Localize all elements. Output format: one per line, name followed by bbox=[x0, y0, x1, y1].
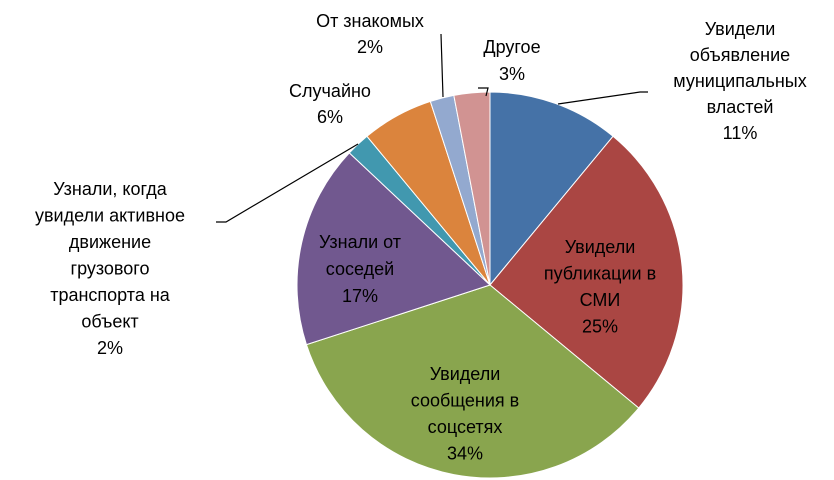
slice-label: Увидели объявление муниципальных властей 11% bbox=[673, 19, 806, 143]
category-label: грузового bbox=[71, 258, 150, 278]
slice-label: Узнали, когда увидели активное движение гру… bbox=[35, 179, 185, 358]
category-label: сообщения в bbox=[411, 390, 519, 410]
category-label: объявление bbox=[690, 45, 790, 65]
category-label: соцсетях bbox=[428, 417, 503, 437]
value-label: 11% bbox=[723, 123, 758, 143]
category-label: соседей bbox=[326, 259, 394, 279]
category-label: муниципальных bbox=[673, 71, 806, 91]
category-label: Узнали от bbox=[319, 232, 401, 252]
value-label: 2% bbox=[357, 37, 383, 57]
leader-line bbox=[478, 87, 489, 97]
category-label: увидели активное bbox=[35, 205, 185, 225]
category-label: СМИ bbox=[580, 290, 621, 310]
category-label: Увидели bbox=[565, 237, 636, 257]
value-label: 25% bbox=[582, 316, 618, 336]
pie-slice bbox=[453, 91, 491, 286]
leader-line bbox=[557, 91, 648, 105]
category-label: Увидели bbox=[430, 364, 501, 384]
value-label: 17% bbox=[342, 286, 378, 306]
slice-label: От знакомых 2% bbox=[316, 11, 424, 57]
leader-line bbox=[216, 143, 359, 223]
slice-label: Увидели публикации в СМИ 25% bbox=[544, 237, 656, 337]
pie-slice bbox=[296, 152, 491, 346]
slice-label: Случайно 6% bbox=[289, 81, 371, 127]
value-label: 2% bbox=[97, 338, 123, 358]
value-label: 34% bbox=[447, 443, 483, 463]
category-label: Увидели bbox=[705, 19, 776, 39]
category-label: публикации в bbox=[544, 263, 656, 283]
slice-label: Узнали от соседей 17% bbox=[319, 232, 401, 306]
leader-line bbox=[440, 33, 444, 98]
category-label: движение bbox=[69, 232, 151, 252]
pie-slice bbox=[489, 91, 614, 287]
category-label: властей bbox=[707, 97, 774, 117]
category-label: транспорта на bbox=[50, 285, 171, 305]
slice-label: Увидели сообщения в соцсетях 34% bbox=[411, 364, 519, 464]
slice-label: Другое 3% bbox=[483, 37, 540, 84]
category-label: От знакомых bbox=[316, 11, 424, 31]
value-label: 6% bbox=[317, 107, 343, 127]
value-label: 3% bbox=[499, 64, 525, 84]
category-label: Другое bbox=[483, 37, 540, 57]
category-label: Узнали, когда bbox=[53, 179, 168, 199]
category-label: Случайно bbox=[289, 81, 371, 101]
pie-slice bbox=[489, 135, 684, 409]
pie-slice bbox=[305, 284, 640, 479]
category-label: объект bbox=[81, 311, 138, 331]
